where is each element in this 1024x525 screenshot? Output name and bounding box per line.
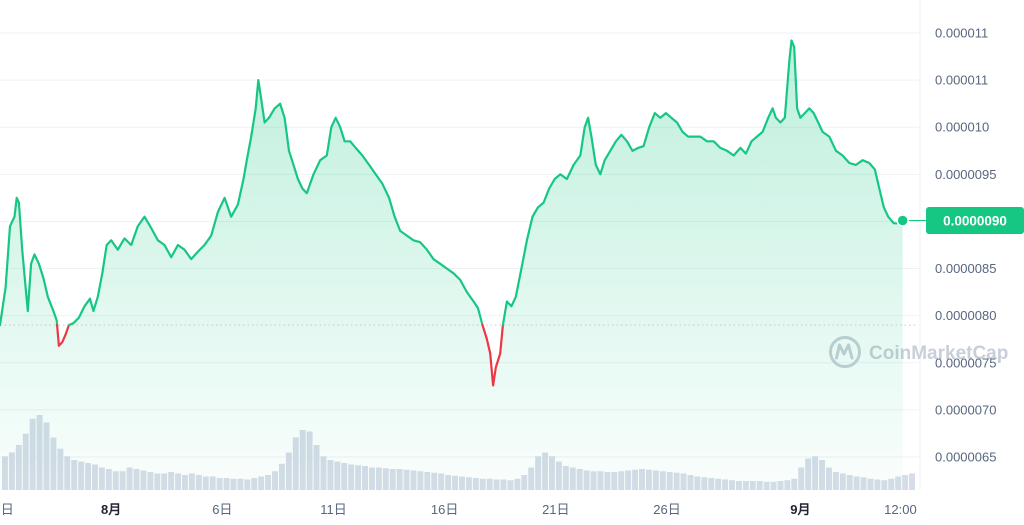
price-line-up — [0, 196, 59, 327]
price-line-up — [501, 39, 904, 327]
volume-bar — [902, 475, 909, 490]
y-tick-label: 0.0000065 — [935, 450, 996, 465]
x-tick-label: 12:00 — [884, 502, 917, 517]
x-tick-label: 9月 — [790, 502, 810, 517]
x-tick-label: 16日 — [431, 502, 458, 517]
price-line-up — [67, 79, 484, 327]
x-tick-label: 6日 — [212, 502, 232, 517]
x-tick-label: 8月 — [101, 502, 121, 517]
x-tick-label: 11日 — [320, 502, 347, 517]
price-area-fill — [0, 40, 903, 491]
y-tick-label: 0.0000085 — [935, 261, 996, 276]
current-price-tag: 0.0000090 — [896, 207, 1024, 234]
x-tick-label: 27日 — [0, 502, 14, 517]
x-tick-label: 26日 — [653, 502, 680, 517]
volume-bar — [909, 473, 915, 490]
x-axis: 27日 8月 6日 11日 16日 21日 26日 9月 12:00 — [0, 502, 917, 517]
y-tick-label: 0.000011 — [935, 25, 988, 40]
current-price-label: 0.0000090 — [943, 214, 1007, 229]
price-lines — [0, 39, 904, 387]
watermark-text: CoinMarketCap — [869, 343, 1008, 364]
y-tick-label: 0.0000095 — [935, 167, 996, 182]
price-line-down — [481, 324, 504, 387]
price-line-down — [56, 324, 70, 347]
y-tick-label: 0.000011 — [935, 73, 988, 88]
price-area — [0, 40, 903, 491]
y-axis: 0.000011 0.000011 0.000010 0.0000095 0.00000… — [935, 25, 996, 464]
y-tick-label: 0.000010 — [935, 120, 989, 135]
x-tick-label: 21日 — [542, 502, 569, 517]
y-tick-label: 0.0000080 — [935, 308, 996, 323]
y-tick-label: 0.0000075 — [935, 355, 996, 370]
y-tick-label: 0.0000070 — [935, 402, 996, 417]
current-price-badge — [926, 207, 1024, 234]
current-price-marker — [896, 214, 909, 227]
